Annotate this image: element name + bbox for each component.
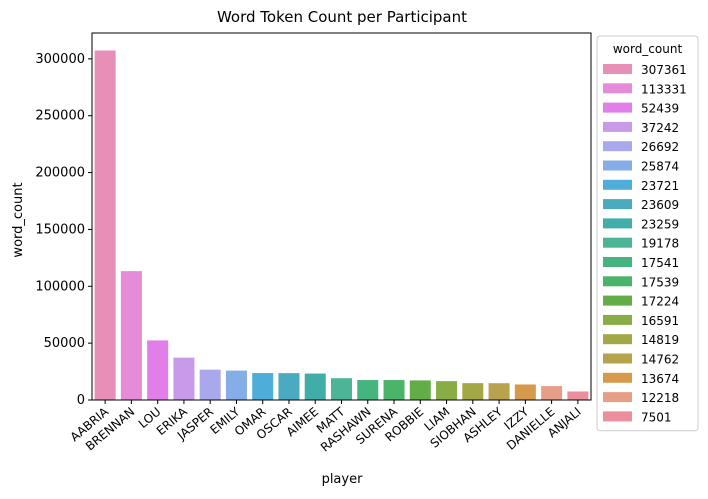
legend-entry-label: 307361 bbox=[641, 63, 687, 77]
legend-swatch bbox=[603, 121, 632, 132]
bar bbox=[383, 380, 405, 400]
y-tick-label: 200000 bbox=[35, 166, 85, 181]
legend-entry-label: 26692 bbox=[641, 140, 679, 154]
bar bbox=[541, 386, 563, 400]
legend-title: word_count bbox=[613, 42, 683, 56]
legend-swatch bbox=[603, 392, 632, 403]
legend-entry-label: 23721 bbox=[641, 179, 679, 193]
y-axis-label: word_count bbox=[11, 182, 26, 257]
bar bbox=[120, 271, 142, 400]
legend-swatch bbox=[603, 83, 632, 94]
legend-swatch bbox=[603, 257, 632, 267]
legend-entry-label: 25874 bbox=[641, 160, 679, 174]
legend-swatch bbox=[603, 314, 632, 325]
legend-swatch bbox=[603, 141, 632, 152]
legend: word_count 307361 113331 52439 37242 26692 258… bbox=[596, 35, 699, 432]
legend-entry-label: 37242 bbox=[641, 121, 679, 135]
y-tick-label: 150000 bbox=[35, 222, 85, 237]
bar bbox=[436, 381, 458, 400]
y-tick-label: 50000 bbox=[44, 336, 85, 351]
bar bbox=[567, 391, 589, 400]
legend-entry-label: 19178 bbox=[641, 237, 679, 251]
legend-box bbox=[596, 35, 699, 432]
y-tick-label: 100000 bbox=[35, 279, 85, 294]
bar bbox=[462, 383, 484, 400]
plot-area: 050000100000150000200000250000300000AABR… bbox=[35, 32, 592, 455]
legend-entry-label: 17224 bbox=[641, 295, 679, 309]
legend-swatch bbox=[603, 179, 632, 190]
legend-swatch bbox=[603, 276, 632, 287]
bar bbox=[514, 384, 536, 400]
legend-swatch bbox=[603, 353, 632, 364]
bar bbox=[357, 380, 379, 400]
legend-entry-label: 14819 bbox=[641, 333, 679, 347]
legend-swatch bbox=[603, 237, 632, 248]
bar bbox=[225, 370, 247, 400]
legend-entry-label: 23259 bbox=[641, 217, 679, 231]
legend-swatch bbox=[603, 64, 632, 74]
legend-entry-label: 52439 bbox=[641, 102, 679, 116]
legend-entry-label: 16591 bbox=[641, 314, 679, 328]
legend-swatch bbox=[603, 372, 632, 383]
bar bbox=[304, 373, 326, 400]
legend-entry-label: 17539 bbox=[641, 275, 679, 289]
legend-swatch bbox=[603, 334, 632, 345]
legend-swatch bbox=[603, 199, 632, 210]
bar bbox=[199, 369, 221, 400]
legend-entry-label: 12218 bbox=[641, 391, 679, 405]
bar bbox=[94, 50, 116, 401]
chart-title: Word Token Count per Participant bbox=[217, 8, 467, 26]
legend-entry-label: 13674 bbox=[641, 372, 679, 386]
bar bbox=[252, 373, 274, 400]
legend-swatch bbox=[603, 102, 632, 113]
bar bbox=[409, 380, 431, 400]
bar bbox=[173, 357, 195, 400]
y-tick-label: 300000 bbox=[35, 52, 85, 67]
legend-entry-label: 113331 bbox=[641, 82, 687, 96]
y-tick-label: 250000 bbox=[35, 109, 85, 124]
bar bbox=[278, 373, 300, 400]
legend-swatch bbox=[603, 218, 632, 229]
legend-entry-label: 14762 bbox=[641, 353, 679, 367]
legend-swatch bbox=[603, 160, 632, 171]
legend-swatch bbox=[603, 411, 632, 422]
legend-swatch bbox=[603, 295, 632, 306]
bar bbox=[330, 378, 352, 400]
legend-entry-label: 23609 bbox=[641, 198, 679, 212]
bar bbox=[147, 340, 169, 400]
x-axis-label: player bbox=[322, 472, 364, 487]
y-tick-label: 0 bbox=[77, 393, 85, 408]
bar bbox=[488, 383, 510, 400]
legend-entry-label: 17541 bbox=[641, 256, 679, 270]
legend-entry-label: 7501 bbox=[641, 410, 672, 424]
